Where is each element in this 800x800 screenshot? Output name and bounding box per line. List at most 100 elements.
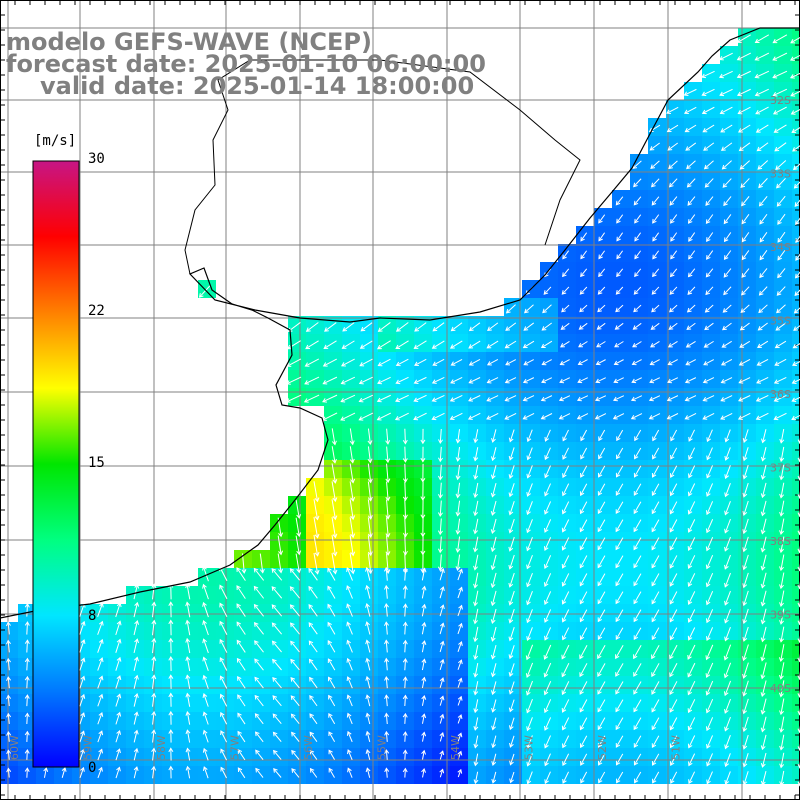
wind-arrow	[467, 412, 481, 420]
wind-arrow	[775, 322, 787, 331]
wind-arrow	[490, 645, 497, 660]
wind-arrow	[402, 767, 408, 778]
wind-arrow	[421, 713, 427, 724]
wind-arrow	[651, 717, 660, 731]
lon-label: 58W	[155, 735, 168, 760]
wind-arrow	[168, 747, 174, 761]
wind-arrow	[669, 699, 678, 713]
wind-arrow	[377, 340, 391, 350]
wind-arrow	[395, 358, 409, 367]
wind-arrow	[720, 395, 733, 402]
wind-arrow	[760, 464, 767, 480]
wind-arrow	[739, 340, 751, 348]
wind-arrow	[97, 748, 104, 761]
wind-arrow	[327, 658, 336, 671]
wind-arrow	[151, 747, 157, 761]
wind-arrow	[365, 730, 371, 743]
wind-arrow	[633, 519, 642, 533]
wind-arrow	[526, 465, 533, 479]
wind-arrow	[561, 304, 570, 313]
wind-arrow	[579, 644, 588, 660]
wind-arrow	[133, 674, 139, 689]
wind-arrow	[615, 537, 624, 551]
wind-arrow	[457, 750, 463, 760]
wind-arrow	[151, 619, 157, 636]
wind-arrow	[202, 729, 209, 743]
wind-arrow	[285, 376, 302, 385]
wind-arrow	[687, 644, 696, 660]
wind-arrow	[328, 694, 336, 707]
lat-label: 39S	[770, 609, 791, 622]
wind-arrow	[432, 358, 445, 366]
wind-arrow	[742, 698, 749, 715]
wind-arrow	[650, 341, 660, 348]
lat-label: 36S	[770, 388, 791, 401]
wind-arrow	[758, 195, 768, 207]
wind-arrow	[684, 413, 697, 420]
wind-arrow	[580, 753, 588, 766]
wind-arrow	[5, 621, 11, 635]
wind-arrow	[291, 768, 300, 778]
wind-arrow	[313, 481, 320, 503]
wind-arrow	[168, 655, 174, 672]
wind-arrow	[402, 731, 408, 742]
wind-arrow	[760, 590, 767, 607]
wind-arrow	[402, 603, 408, 617]
wind-arrow	[718, 52, 733, 61]
wind-arrow	[779, 482, 785, 499]
wind-arrow	[384, 657, 390, 671]
wind-arrow	[561, 537, 570, 551]
wind-arrow	[473, 717, 479, 731]
wind-arrow	[616, 429, 624, 442]
wind-arrow	[579, 573, 588, 587]
lat-label: 32S	[770, 94, 791, 107]
wind-arrow	[254, 658, 264, 671]
wind-arrow	[648, 395, 661, 402]
wind-arrow	[776, 195, 786, 207]
wind-arrow	[508, 465, 515, 480]
wind-arrow	[669, 627, 678, 641]
wind-arrow	[760, 716, 767, 733]
wind-arrow	[687, 627, 696, 641]
wind-arrow	[774, 340, 787, 349]
wind-arrow	[795, 235, 800, 244]
wind-arrow	[304, 358, 320, 367]
wind-arrow	[779, 698, 785, 716]
wind-arrow	[616, 268, 624, 278]
wind-arrow	[669, 483, 678, 497]
wind-arrow	[402, 481, 408, 502]
wind-arrow	[742, 644, 749, 662]
wind-arrow	[739, 322, 750, 331]
wind-arrow	[439, 713, 445, 724]
wind-arrow	[576, 413, 589, 420]
wind-arrow	[383, 566, 389, 581]
wind-arrow	[760, 500, 767, 517]
wind-arrow	[340, 412, 356, 421]
wind-arrow	[271, 604, 283, 617]
wind-arrow	[724, 698, 731, 714]
wind-arrow	[579, 699, 588, 713]
wind-arrow	[97, 620, 104, 635]
wind-arrow	[457, 568, 463, 581]
wind-arrow	[688, 753, 696, 767]
wind-arrow	[438, 428, 444, 444]
wind-arrow	[702, 412, 715, 420]
wind-arrow	[322, 394, 338, 403]
wind-arrow	[634, 250, 642, 260]
wind-arrow	[651, 735, 660, 749]
wind-arrow	[615, 753, 624, 766]
wind-arrow	[255, 749, 264, 760]
wind-arrow	[455, 554, 461, 571]
wind-arrow	[578, 341, 588, 348]
wind-arrow	[776, 304, 786, 314]
wind-arrow	[6, 749, 12, 760]
wind-arrow	[616, 232, 624, 242]
wind-arrow	[597, 627, 606, 641]
wind-arrow	[579, 555, 588, 569]
wind-arrow	[309, 731, 318, 742]
wind-arrow	[705, 717, 714, 732]
wind-arrow	[667, 341, 678, 348]
wind-arrow	[322, 358, 337, 367]
wind-arrow	[792, 163, 800, 171]
wind-arrow	[395, 322, 409, 332]
